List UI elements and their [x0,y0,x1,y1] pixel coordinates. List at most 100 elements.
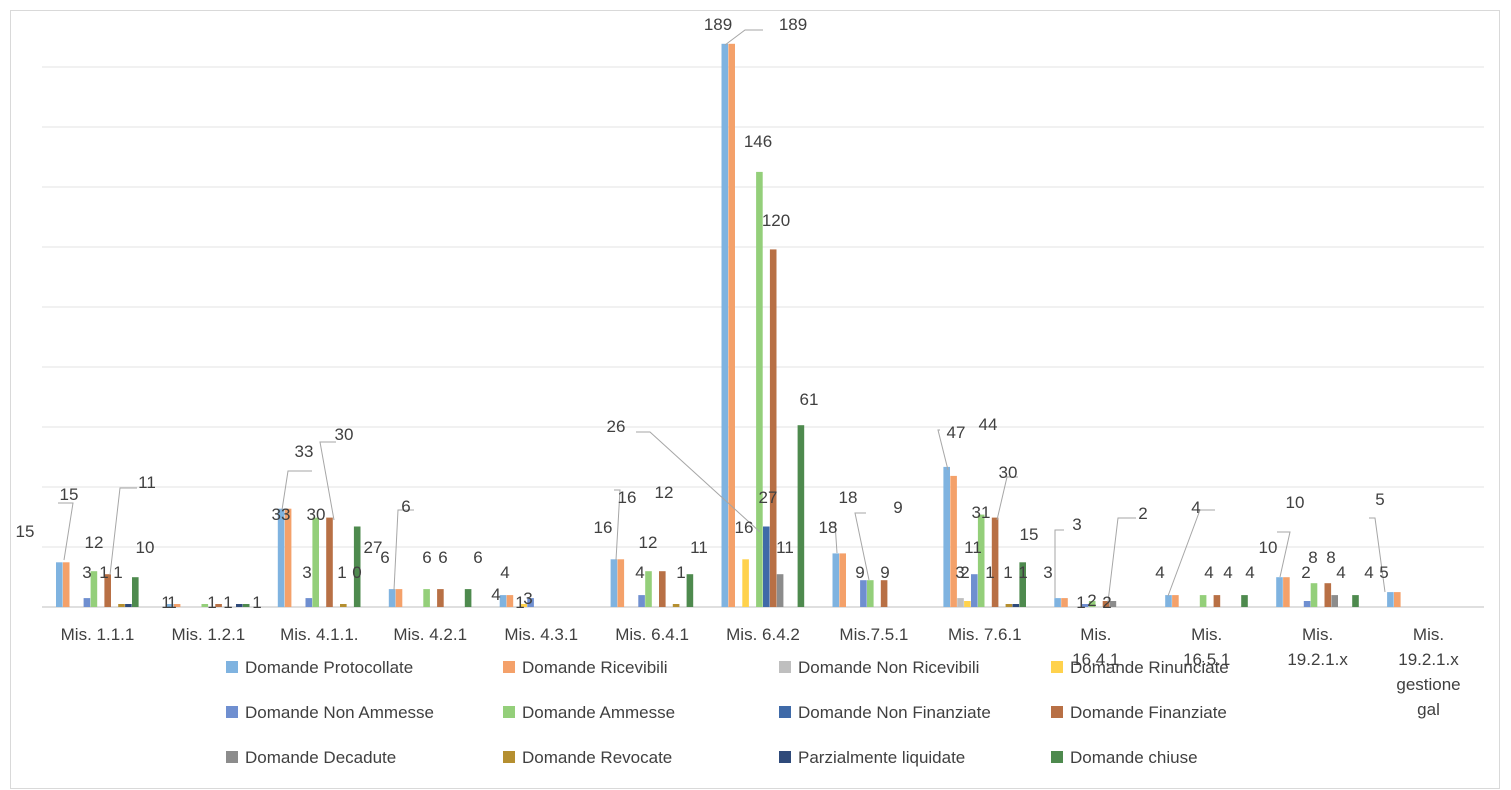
bar [880,580,888,607]
data-label: 10 [1259,538,1278,557]
bar [132,577,139,607]
data-label: 1 [99,563,108,582]
x-tick-label: Mis. 1.1.1 [61,625,135,644]
data-label: 3 [302,563,311,582]
data-label: 189 [779,15,807,34]
data-label: 4 [1191,498,1200,517]
data-label: 11 [690,538,708,557]
data-label: 18 [839,488,858,507]
data-label: 1 [985,563,994,582]
data-label: 10 [136,538,155,557]
data-label: 1 [223,593,232,612]
bar [756,171,763,607]
legend-swatch [779,706,791,718]
x-tick-label: Mis. 4.3.1 [504,625,578,644]
data-label: 12 [639,533,658,552]
data-label: 3 [82,563,91,582]
bar [860,580,867,607]
bar [943,466,950,607]
bar [312,517,319,607]
bar [242,604,250,607]
data-label: 1 [1076,593,1085,612]
data-label: 27 [759,488,778,507]
legend-label: Domande Decadute [245,748,396,767]
data-label: 8 [1326,548,1335,567]
bar [1324,583,1332,607]
data-label: 8 [1308,548,1317,567]
data-label-leader [832,522,838,554]
data-label: 2 [960,563,969,582]
bar [166,604,174,607]
data-label: 0 [352,563,361,582]
bar [617,559,625,607]
data-label: 4 [1155,563,1164,582]
data-label: 31 [972,503,991,522]
bar [867,580,874,607]
legend-swatch [503,706,515,718]
bar [1061,598,1068,607]
data-label: 1 [113,563,122,582]
bar [506,595,514,607]
data-label: 2 [1102,593,1111,612]
legend-label: Domande Non Finanziate [798,703,991,722]
bar [1199,595,1207,607]
data-label: 18 [819,518,838,537]
bar [1081,604,1089,607]
bar [173,604,181,607]
data-label: 16 [618,488,637,507]
data-label: 2 [1087,591,1096,610]
x-tick-label: Mis. 19.2.1.x [1287,625,1348,669]
legend-label: Domande Finanziate [1070,703,1227,722]
bar [957,598,964,607]
data-label: 1 [337,563,346,582]
data-label: 1 [1018,563,1027,582]
data-label-leader [1277,531,1291,578]
bar [284,508,292,607]
data-label: 4 [1336,563,1345,582]
bar [1012,604,1020,607]
bar [1054,598,1061,607]
bar [395,589,403,607]
data-label: 120 [762,211,790,230]
bar [1283,577,1290,607]
data-label: 4 [500,563,509,582]
data-label: 11 [138,473,156,492]
bar [721,43,729,608]
legend-label: Domande Non Ammesse [245,703,434,722]
data-label-leader [393,509,414,591]
bar [1310,583,1318,607]
x-tick-label: Mis. 19.2.1.x gestione gal [1396,625,1460,719]
bar [1165,595,1172,607]
bar [56,562,63,607]
bar [769,249,777,607]
bar [1019,562,1026,607]
data-label: 33 [272,505,291,524]
bar [527,598,534,607]
data-label: 4 [1364,563,1373,582]
bar [236,604,243,607]
data-label: 30 [307,505,326,524]
chart-frame [10,10,1500,789]
bar [118,604,125,607]
data-label: 16 [735,518,754,537]
data-label-leader [319,441,336,521]
data-label: 9 [880,563,889,582]
data-label: 44 [979,415,998,434]
data-label: 9 [893,498,902,517]
bar [340,604,347,607]
bar [125,604,132,607]
data-label: 6 [422,548,431,567]
data-label: 12 [655,483,674,502]
legend-swatch [226,751,238,763]
bar [423,589,430,607]
bar [797,425,805,607]
legend-swatch [779,661,791,673]
x-tick-label: Mis. 6.4.1 [615,625,689,644]
bar [728,43,735,608]
data-label-leader [937,429,949,471]
data-label: 6 [473,548,482,567]
bar [215,604,222,607]
bar [104,574,111,607]
x-tick-label: Mis. 4.1.1. [280,625,358,644]
legend-swatch [226,706,238,718]
